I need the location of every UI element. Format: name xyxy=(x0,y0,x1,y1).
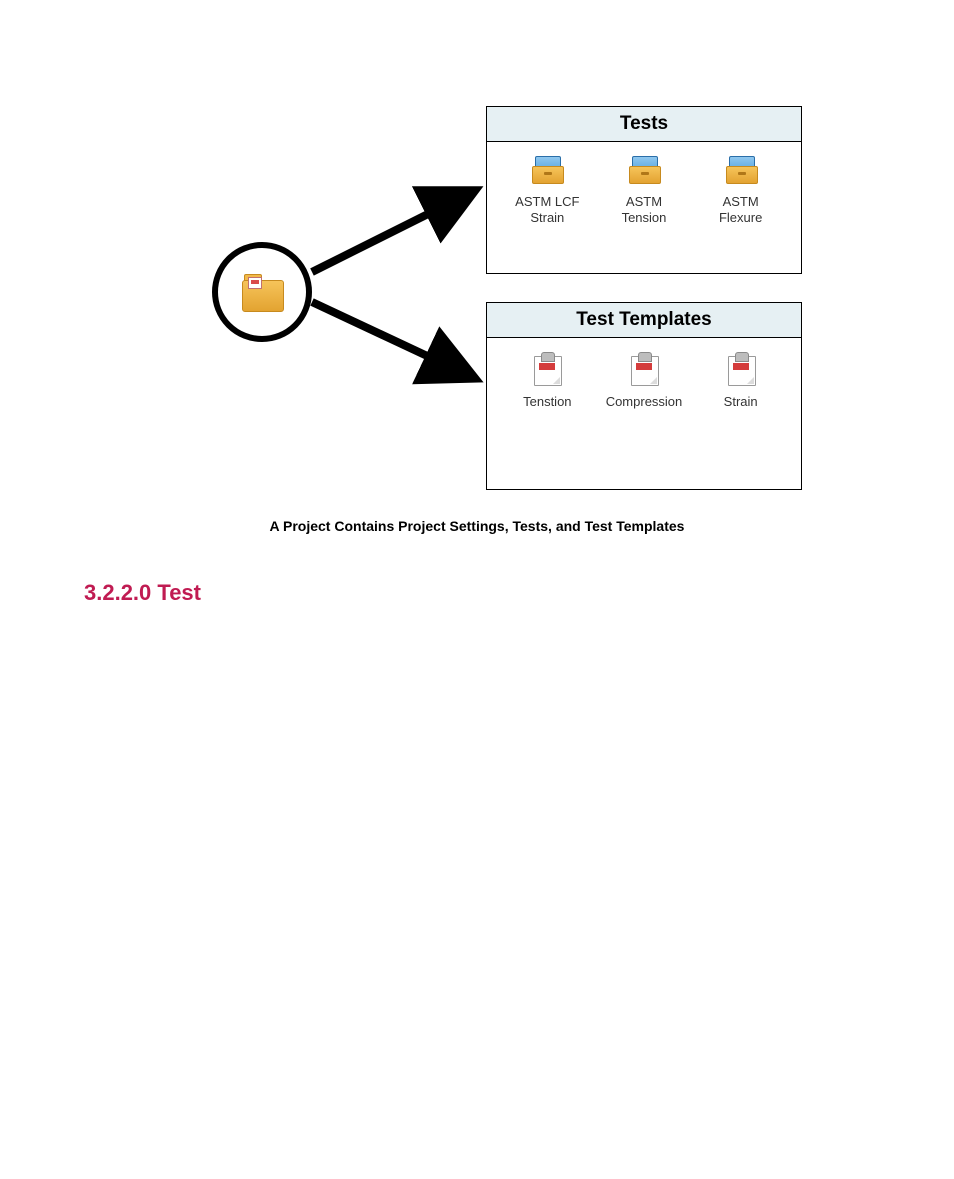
tests-panel: Tests ASTM LCF Strain ASTM Tension xyxy=(486,106,802,274)
arrow-to-templates xyxy=(312,302,472,377)
arrow-to-tests xyxy=(312,192,472,272)
project-diagram: Tests ASTM LCF Strain ASTM Tension xyxy=(0,0,954,500)
template-item: Strain xyxy=(698,352,784,410)
template-item: Tenstion xyxy=(504,352,590,410)
template-item: Compression xyxy=(601,352,687,410)
project-folder-node xyxy=(212,242,312,342)
test-drawer-icon xyxy=(629,156,659,184)
tests-panel-title: Tests xyxy=(487,107,801,142)
template-item-label: Compression xyxy=(606,394,683,410)
test-item-label: ASTM LCF Strain xyxy=(515,194,579,227)
test-item: ASTM Tension xyxy=(601,156,687,227)
templates-panel-title: Test Templates xyxy=(487,303,801,338)
test-item: ASTM LCF Strain xyxy=(504,156,590,227)
test-drawer-icon xyxy=(532,156,562,184)
section-heading: 3.2.2.0 Test xyxy=(84,580,201,606)
diagram-arrows xyxy=(0,0,954,500)
test-item-label: ASTM Flexure xyxy=(719,194,762,227)
clipboard-icon xyxy=(631,352,657,384)
templates-panel: Test Templates Tenstion Compression Stra… xyxy=(486,302,802,490)
template-item-label: Strain xyxy=(724,394,758,410)
clipboard-icon xyxy=(534,352,560,384)
template-item-label: Tenstion xyxy=(523,394,571,410)
folder-icon xyxy=(242,274,282,310)
diagram-caption: A Project Contains Project Settings, Tes… xyxy=(0,518,954,534)
test-item-label: ASTM Tension xyxy=(622,194,667,227)
test-drawer-icon xyxy=(726,156,756,184)
test-item: ASTM Flexure xyxy=(698,156,784,227)
clipboard-icon xyxy=(728,352,754,384)
